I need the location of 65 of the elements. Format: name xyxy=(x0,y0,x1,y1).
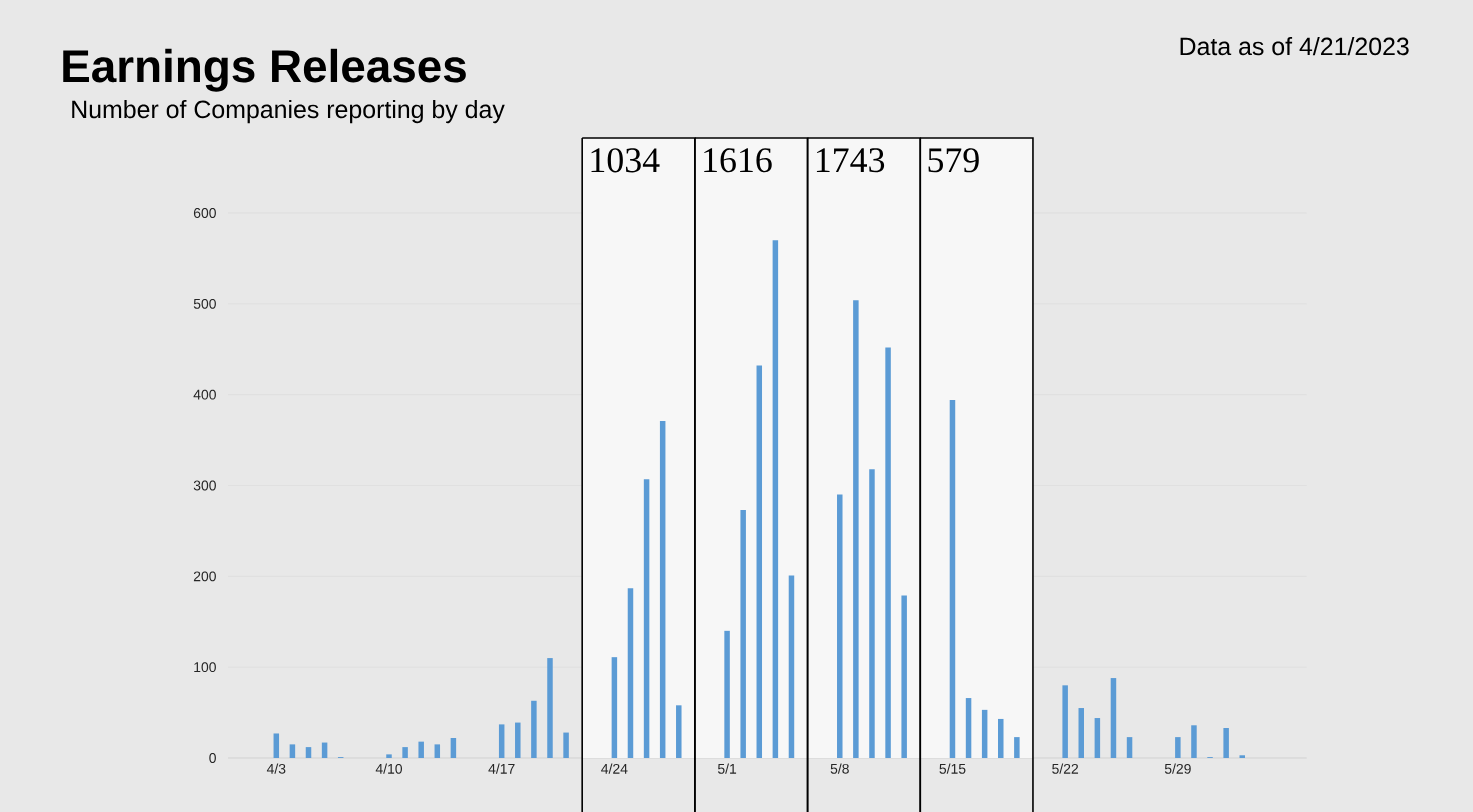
bar xyxy=(724,630,730,758)
bar xyxy=(981,709,988,758)
bar xyxy=(1078,708,1085,758)
x-tick-label: 5/15 xyxy=(939,763,966,774)
y-tick-label: 300 xyxy=(193,480,216,491)
bar xyxy=(1239,755,1245,758)
y-tick-label: 500 xyxy=(193,298,216,309)
bar xyxy=(563,732,569,758)
bar xyxy=(837,494,843,758)
bar xyxy=(1191,725,1197,758)
bar xyxy=(450,738,457,758)
bar xyxy=(885,347,891,758)
band-label: 579 xyxy=(928,148,979,173)
bar xyxy=(627,588,634,758)
bar xyxy=(273,733,280,758)
bar xyxy=(740,510,746,758)
bar xyxy=(1014,737,1020,758)
bar xyxy=(305,747,312,758)
bar xyxy=(418,741,424,758)
bar xyxy=(965,698,972,758)
band-label: 1034 xyxy=(591,148,660,173)
bar xyxy=(386,754,392,758)
x-tick-label: 5/8 xyxy=(830,763,849,774)
bar xyxy=(1094,718,1101,758)
band-label: 1616 xyxy=(704,148,772,173)
bar xyxy=(1110,678,1117,758)
x-tick-label: 4/10 xyxy=(375,763,403,774)
chart-subtitle: Number of Companies reporting by day xyxy=(72,99,505,124)
text: Data as of 4/21/2023 xyxy=(1180,36,1409,56)
bar xyxy=(1175,737,1181,758)
x-tick-label: 4/24 xyxy=(601,763,628,774)
bar xyxy=(788,575,795,758)
x-tick-label: 4/3 xyxy=(266,763,286,774)
bar xyxy=(547,658,553,758)
bar xyxy=(289,744,296,758)
bar xyxy=(1062,685,1068,758)
band-label: 1743 xyxy=(816,148,885,173)
x-tick-label: 5/29 xyxy=(1164,763,1191,774)
bar xyxy=(611,657,618,758)
x-tick-label: 5/1 xyxy=(717,763,737,774)
bar xyxy=(756,365,763,758)
y-tick-label: 400 xyxy=(193,389,216,400)
bar xyxy=(515,722,521,758)
y-tick-label: 200 xyxy=(193,571,216,582)
bar xyxy=(949,400,956,758)
bar xyxy=(772,240,779,758)
bar xyxy=(998,718,1004,758)
bar xyxy=(643,479,650,758)
x-tick-label: 4/17 xyxy=(488,763,515,774)
bar xyxy=(434,744,441,758)
bar xyxy=(498,724,505,758)
x-tick-label: 5/22 xyxy=(1052,763,1079,774)
bar xyxy=(853,300,859,758)
bar xyxy=(402,747,408,758)
y-tick-label: 100 xyxy=(194,662,216,673)
bar xyxy=(1126,737,1133,758)
bar xyxy=(676,705,682,758)
y-tick-label: 0 xyxy=(209,753,216,763)
bar xyxy=(869,469,875,758)
bar xyxy=(659,421,666,758)
bar xyxy=(901,595,907,758)
bar xyxy=(531,700,537,758)
chart-title: Earnings Releases xyxy=(63,48,466,92)
y-tick-label: 600 xyxy=(193,208,216,218)
bar xyxy=(1223,728,1229,758)
